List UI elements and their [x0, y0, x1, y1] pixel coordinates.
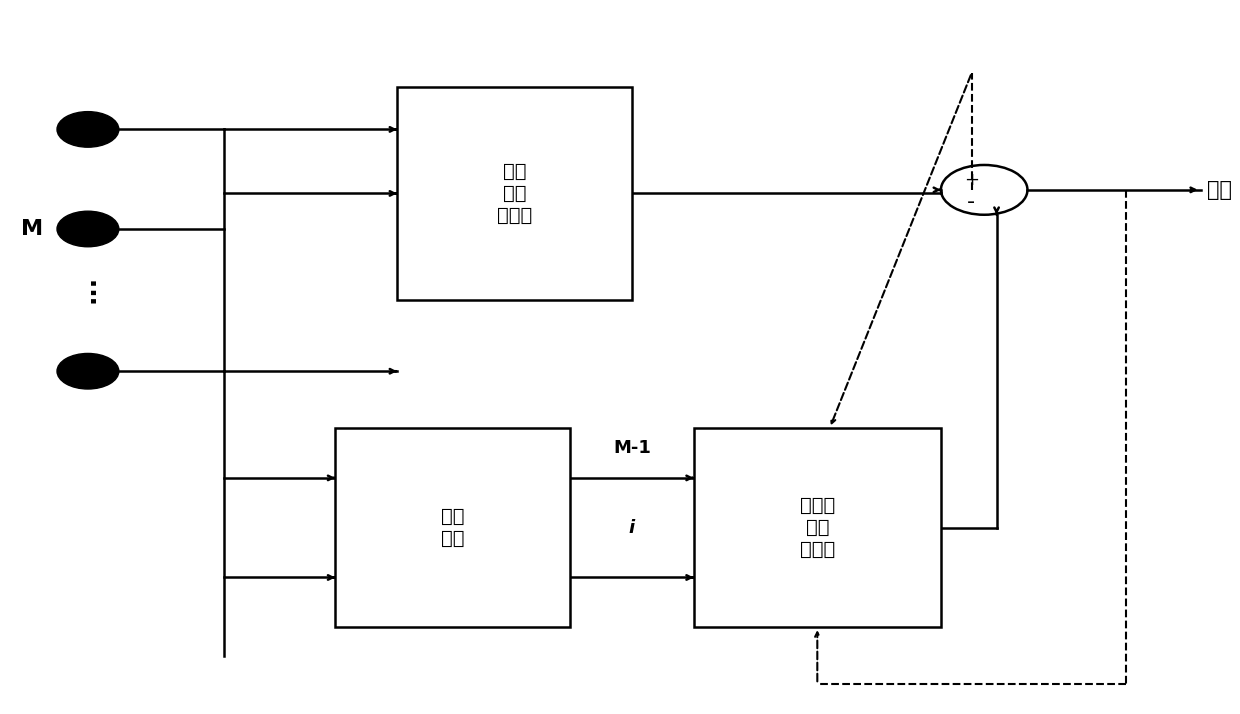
Circle shape	[57, 111, 119, 147]
FancyBboxPatch shape	[693, 428, 941, 628]
Circle shape	[57, 211, 119, 247]
Text: -: -	[967, 192, 976, 212]
Text: 输出: 输出	[1207, 180, 1231, 200]
Text: +: +	[963, 171, 978, 189]
Text: M: M	[21, 219, 43, 239]
Text: 自适应
干扰
相消器: 自适应 干扰 相消器	[800, 496, 835, 559]
Circle shape	[57, 353, 119, 389]
Text: M-1: M-1	[613, 438, 651, 456]
Text: 固定
波束
形成器: 固定 波束 形成器	[497, 162, 532, 225]
Text: 阻塞
矩阵: 阻塞 矩阵	[441, 507, 464, 548]
Text: ...: ...	[76, 276, 100, 303]
Text: i: i	[629, 518, 635, 537]
FancyBboxPatch shape	[335, 428, 570, 628]
FancyBboxPatch shape	[397, 86, 632, 300]
